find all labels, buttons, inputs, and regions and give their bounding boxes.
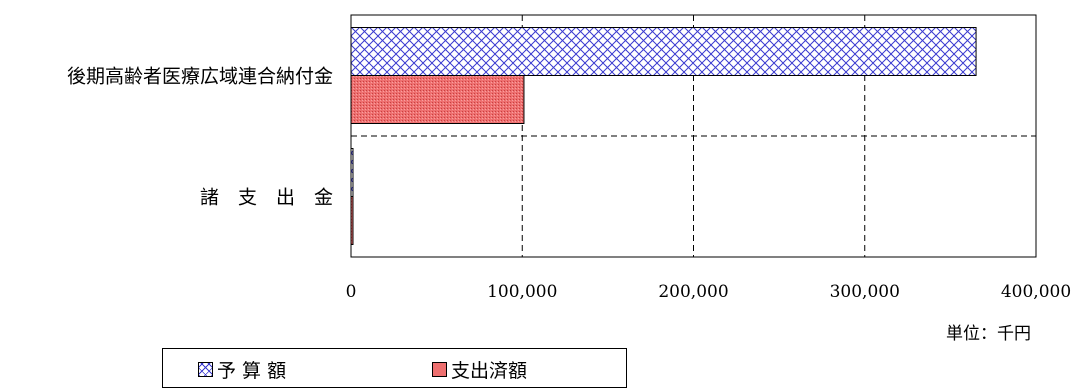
x-tick-label: 400,000 <box>1001 282 1071 302</box>
bars <box>350 27 977 245</box>
unit-label: 単位：千円 <box>946 324 1031 344</box>
budget-bar <box>350 27 977 76</box>
category-label: 諸 支 出 金 <box>200 187 333 209</box>
stipple-red-swatch-icon <box>432 362 447 377</box>
x-tick-label: 200,000 <box>658 282 728 302</box>
x-tick-label: 0 <box>346 282 357 302</box>
legend-item-budget: 予 算 額 <box>198 356 286 383</box>
budget-bar <box>350 148 354 197</box>
x-tick-label: 100,000 <box>487 282 557 302</box>
category-label: 後期高齢者医療広域連合納付金 <box>67 66 333 88</box>
legend-label-budget: 予 算 額 <box>217 360 287 382</box>
spent-bar <box>350 75 525 124</box>
tick-labels: 0 100,000 200,000 300,000 400,000 <box>346 282 1072 302</box>
legend-label-spent: 支出済額 <box>451 360 528 382</box>
x-tick-label: 300,000 <box>830 282 900 302</box>
legend-item-spent: 支出済額 <box>432 356 527 383</box>
crosshatch-blue-swatch-icon <box>198 362 213 377</box>
spent-bar <box>350 196 354 245</box>
legend: 予 算 額 支出済額 <box>162 348 627 388</box>
